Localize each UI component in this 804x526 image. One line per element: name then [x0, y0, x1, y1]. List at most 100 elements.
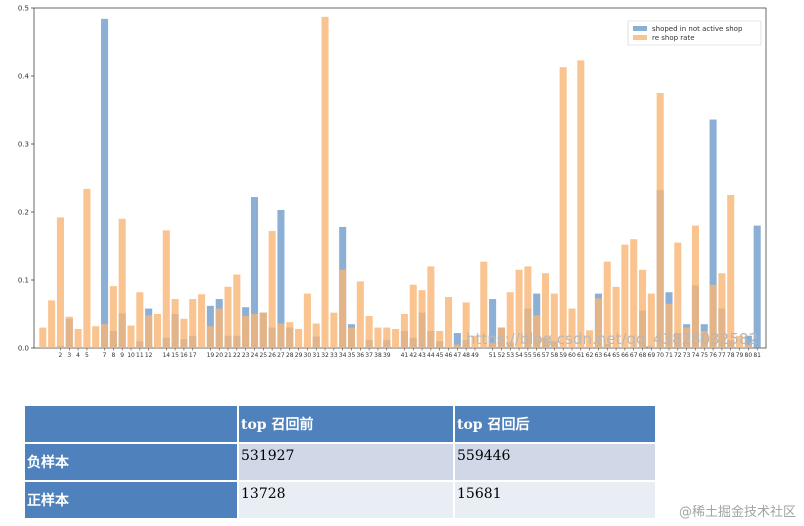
x-tick-label: 78 — [727, 352, 735, 359]
bar — [83, 188, 91, 348]
bar — [39, 327, 47, 348]
table-row: 负样本 531927 559446 — [23, 442, 657, 482]
x-tick-label: 16 — [180, 352, 188, 359]
bar — [145, 315, 153, 348]
legend-box — [627, 20, 762, 46]
x-tick-label: 53 — [506, 352, 514, 359]
x-tick-label: 55 — [524, 352, 532, 359]
bar — [594, 298, 602, 348]
bar — [744, 335, 752, 348]
bar — [365, 316, 373, 348]
bar — [489, 299, 497, 348]
bar — [224, 286, 232, 348]
x-tick-label: 23 — [242, 352, 250, 359]
x-tick-label: 60 — [568, 352, 576, 359]
x-tick-label: 20 — [215, 352, 223, 359]
bar — [268, 231, 276, 348]
x-tick-label: 54 — [515, 352, 523, 359]
bar — [497, 327, 505, 348]
bar — [277, 323, 285, 348]
bar — [453, 333, 461, 348]
x-tick-label: 80 — [745, 352, 753, 359]
x-tick-label: 64 — [603, 352, 611, 359]
x-tick-label: 5 — [85, 352, 89, 359]
bar — [162, 230, 170, 348]
y-axis: 0.0 0.1 0.2 0.3 0.4 0.5 — [18, 5, 34, 353]
x-tick-label: 26 — [268, 352, 276, 359]
x-tick-label: 58 — [551, 352, 559, 359]
bar — [101, 18, 109, 348]
x-tick-label: 70 — [656, 352, 664, 359]
stats-table: top 召回前 top 召回后 负样本 531927 559446 正样本 13… — [23, 404, 657, 520]
x-tick-label: 49 — [471, 352, 479, 359]
bar — [259, 312, 267, 348]
x-tick-label: 25 — [259, 352, 267, 359]
bar — [612, 286, 620, 348]
bar — [462, 302, 470, 348]
bar — [471, 335, 479, 348]
x-tick-label: 41 — [401, 352, 409, 359]
bar — [215, 308, 223, 348]
x-tick-label: 44 — [427, 352, 435, 359]
cell-positive-after: 15681 — [453, 480, 657, 520]
bar — [709, 284, 717, 348]
table-header-corner — [23, 404, 239, 444]
bar — [656, 93, 664, 348]
x-tick-label: 4 — [76, 352, 80, 359]
bar — [550, 293, 558, 348]
bar — [109, 286, 117, 348]
bar — [647, 293, 655, 348]
bar — [356, 281, 364, 348]
bar — [409, 284, 417, 348]
bar — [101, 324, 109, 348]
bar — [489, 343, 497, 348]
cell-positive-before: 13728 — [237, 480, 455, 520]
x-tick-label: 36 — [356, 352, 364, 359]
y-tick-label: 0.5 — [18, 5, 29, 13]
bar — [533, 315, 541, 348]
bar — [303, 293, 311, 348]
x-tick-label: 65 — [612, 352, 620, 359]
bar — [700, 331, 708, 348]
x-tick-label: 29 — [295, 352, 303, 359]
bar — [321, 16, 329, 349]
bar — [559, 67, 567, 348]
x-tick-label: 7 — [103, 352, 107, 359]
bar — [92, 326, 100, 348]
legend-label: re shop rate — [652, 34, 695, 42]
x-tick-label: 32 — [321, 352, 329, 359]
table-header-before: top 召回前 — [237, 404, 455, 444]
bar — [347, 327, 356, 348]
bar — [74, 328, 82, 348]
chart-area: 0.0 0.1 0.2 0.3 0.4 0.5 2 3 4 5 7 8 9 10 11 12 14 15 16 17 1… — [18, 5, 767, 359]
bar — [691, 225, 699, 348]
bar — [744, 344, 752, 348]
bar — [436, 331, 444, 348]
x-tick-label: 67 — [630, 352, 638, 359]
bar — [48, 300, 56, 348]
y-tick-label: 0.0 — [18, 345, 29, 353]
bar — [250, 314, 259, 348]
x-tick-label: 48 — [462, 352, 470, 359]
row-label-negative: 负样本 — [23, 442, 239, 482]
x-tick-label: 51 — [489, 352, 497, 359]
bar — [153, 314, 161, 348]
x-tick-label: 72 — [674, 352, 682, 359]
x-tick-label: 28 — [286, 352, 294, 359]
bar — [736, 335, 744, 348]
row-label-positive: 正样本 — [23, 480, 239, 520]
x-tick-label: 74 — [692, 352, 700, 359]
bar — [56, 217, 64, 348]
legend-label: shoped in not active shop — [652, 25, 743, 33]
x-tick-label: 66 — [621, 352, 629, 359]
x-tick-label: 8 — [111, 352, 115, 359]
bar — [727, 195, 735, 348]
x-tick-label: 10 — [127, 352, 135, 359]
bar — [295, 328, 303, 348]
bar — [180, 318, 188, 348]
legend-swatch — [633, 35, 647, 40]
x-tick-label: 47 — [454, 352, 462, 359]
x-tick-label: 81 — [753, 352, 761, 359]
x-tick-label: 43 — [418, 352, 426, 359]
x-tick-label: 35 — [348, 352, 356, 359]
